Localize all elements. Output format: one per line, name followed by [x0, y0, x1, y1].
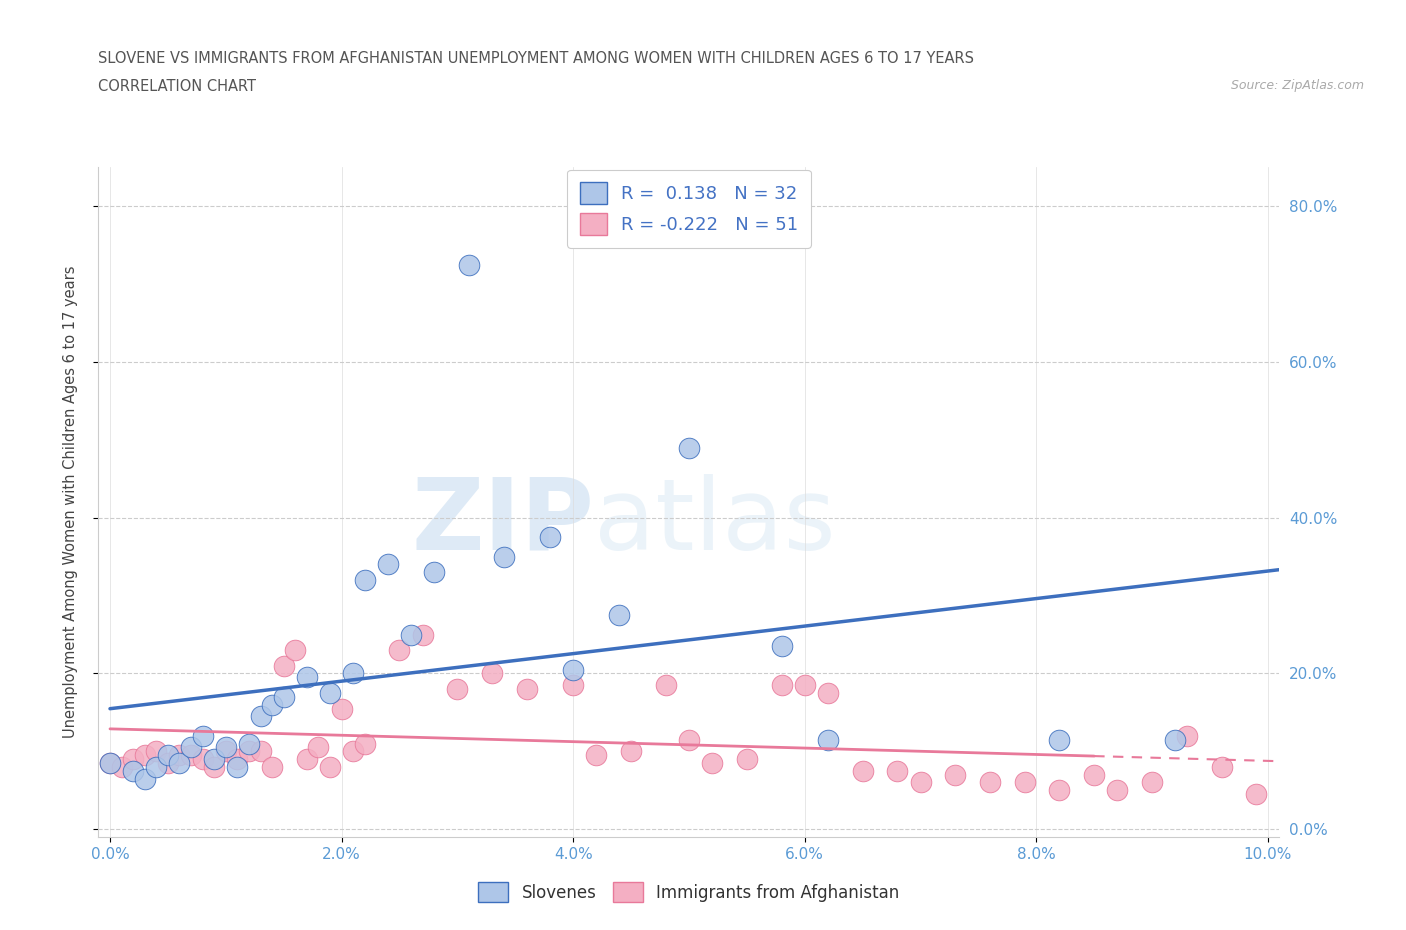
Point	[1246, 787, 1268, 802]
Point	[1175, 728, 1198, 743]
Point	[1140, 775, 1163, 790]
Point	[145, 760, 167, 775]
Point	[238, 737, 260, 751]
Point	[122, 764, 145, 778]
Point	[1107, 783, 1129, 798]
Point	[388, 643, 411, 658]
Point	[284, 643, 307, 658]
Point	[226, 760, 249, 775]
Point	[156, 748, 179, 763]
Point	[910, 775, 932, 790]
Point	[700, 755, 723, 770]
Point	[134, 748, 156, 763]
Point	[1164, 732, 1187, 747]
Point	[191, 751, 214, 766]
Point	[249, 744, 271, 759]
Point	[262, 698, 284, 712]
Point	[202, 760, 225, 775]
Point	[342, 666, 364, 681]
Point	[446, 682, 468, 697]
Point	[377, 557, 399, 572]
Point	[423, 565, 446, 579]
Point	[770, 639, 793, 654]
Point	[295, 751, 318, 766]
Point	[678, 440, 700, 455]
Point	[156, 755, 179, 770]
Y-axis label: Unemployment Among Women with Children Ages 6 to 17 years: Unemployment Among Women with Children A…	[63, 266, 77, 738]
Point	[609, 607, 631, 622]
Text: ZIP: ZIP	[412, 473, 595, 571]
Point	[817, 685, 839, 700]
Point	[215, 744, 238, 759]
Point	[319, 760, 342, 775]
Point	[249, 709, 271, 724]
Point	[169, 748, 191, 763]
Point	[886, 764, 908, 778]
Point	[98, 755, 121, 770]
Legend: Slovenes, Immigrants from Afghanistan: Slovenes, Immigrants from Afghanistan	[465, 869, 912, 916]
Point	[122, 751, 145, 766]
Point	[1049, 732, 1071, 747]
Point	[202, 751, 225, 766]
Point	[134, 771, 156, 786]
Point	[145, 744, 167, 759]
Text: Source: ZipAtlas.com: Source: ZipAtlas.com	[1230, 79, 1364, 92]
Point	[180, 740, 202, 755]
Point	[620, 744, 643, 759]
Point	[1083, 767, 1105, 782]
Point	[191, 728, 214, 743]
Point	[262, 760, 284, 775]
Point	[238, 744, 260, 759]
Text: SLOVENE VS IMMIGRANTS FROM AFGHANISTAN UNEMPLOYMENT AMONG WOMEN WITH CHILDREN AG: SLOVENE VS IMMIGRANTS FROM AFGHANISTAN U…	[98, 51, 974, 66]
Point	[1014, 775, 1036, 790]
Point	[979, 775, 1001, 790]
Point	[538, 530, 561, 545]
Point	[492, 550, 515, 565]
Point	[481, 666, 503, 681]
Point	[412, 627, 434, 642]
Point	[399, 627, 422, 642]
Point	[655, 678, 678, 693]
Point	[110, 760, 132, 775]
Point	[793, 678, 815, 693]
Point	[678, 732, 700, 747]
Point	[180, 748, 202, 763]
Point	[735, 751, 758, 766]
Point	[98, 755, 121, 770]
Point	[1211, 760, 1233, 775]
Point	[562, 678, 585, 693]
Point	[226, 751, 249, 766]
Point	[943, 767, 966, 782]
Point	[353, 737, 375, 751]
Point	[295, 670, 318, 684]
Text: atlas: atlas	[595, 473, 837, 571]
Point	[562, 662, 585, 677]
Point	[307, 740, 329, 755]
Point	[458, 258, 481, 272]
Point	[273, 689, 295, 704]
Point	[319, 685, 342, 700]
Point	[1049, 783, 1071, 798]
Point	[215, 740, 238, 755]
Point	[817, 732, 839, 747]
Point	[273, 658, 295, 673]
Point	[342, 744, 364, 759]
Point	[585, 748, 607, 763]
Point	[353, 573, 375, 588]
Point	[169, 755, 191, 770]
Point	[770, 678, 793, 693]
Point	[852, 764, 875, 778]
Point	[516, 682, 538, 697]
Text: CORRELATION CHART: CORRELATION CHART	[98, 79, 256, 94]
Point	[330, 701, 353, 716]
